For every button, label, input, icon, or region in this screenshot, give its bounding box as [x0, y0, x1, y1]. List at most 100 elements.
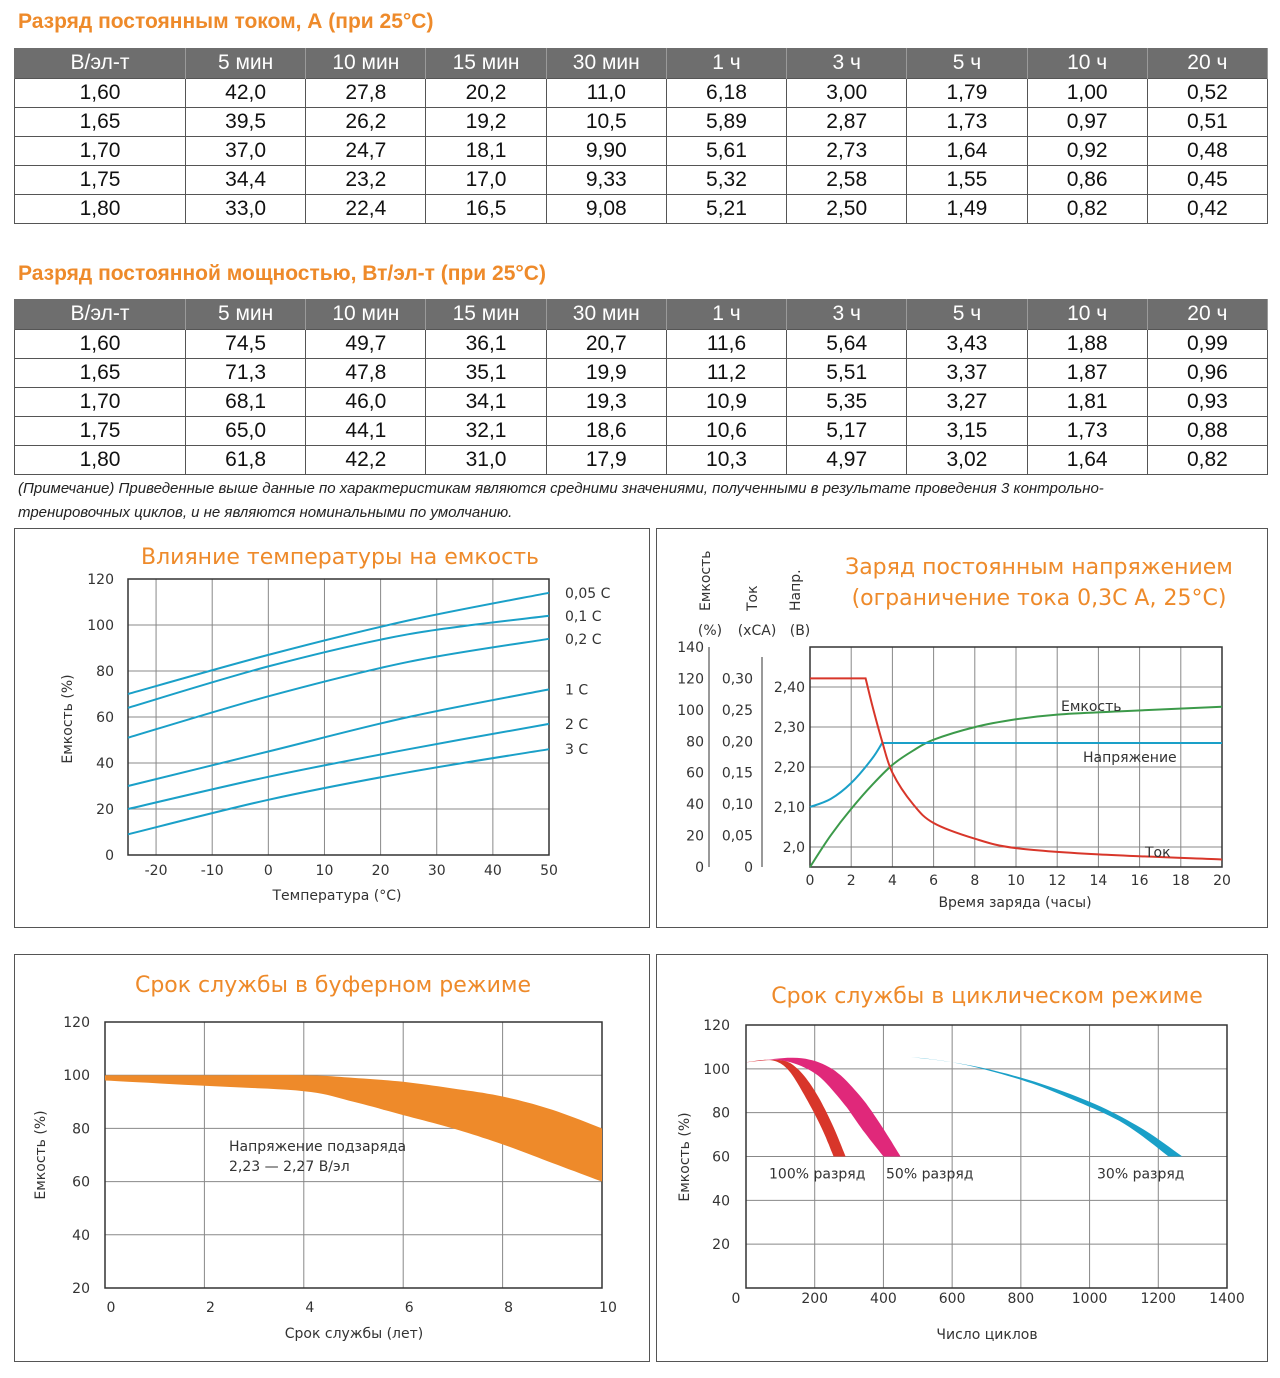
column-header: 5 мин — [184, 299, 307, 330]
axis-header-unit: (%) — [698, 623, 722, 639]
table-cell: 0,96 — [1146, 358, 1269, 388]
table-cell: 4,97 — [786, 445, 908, 475]
x-tick-label: 4 — [888, 873, 897, 889]
annotation-line-2: 2,23 — 2,27 В/эл — [229, 1159, 350, 1175]
voltage-tick-label: 2,0 — [783, 840, 805, 856]
table-row: 1,80 61,8 42,2 31,0 17,9 10,3 4,97 3,02 1,64 0,82 — [14, 445, 1269, 475]
legend-label: 0,1 C — [565, 609, 602, 625]
x-tick-label: -20 — [145, 863, 168, 879]
x-tick-label: 6 — [929, 873, 938, 889]
series-label: 50% разряд — [886, 1167, 973, 1183]
footnote-line-1: (Примечание) Приведенные выше данные по … — [18, 480, 1104, 497]
chart-title: Заряд постоянным напряжением — [845, 555, 1233, 580]
x-tick-label: 0 — [264, 863, 273, 879]
y-tick-label: 20 — [72, 1281, 90, 1297]
current-tick-label: 0,30 — [722, 671, 753, 687]
x-axis-label: Температура (°C) — [271, 888, 401, 904]
x-axis-label: Время заряда (часы) — [938, 895, 1091, 911]
table-cell: 34,1 — [425, 387, 547, 417]
axis-header-name: Емкость — [698, 550, 714, 611]
table-cell: 17,0 — [425, 165, 547, 195]
voltage-tick-label: 2,20 — [774, 760, 805, 776]
x-axis-label: Число циклов — [936, 1327, 1037, 1343]
footnote: (Примечание) Приведенные выше данные по … — [18, 477, 1218, 525]
table-cell: 19,2 — [425, 107, 547, 137]
x-tick-label: 4 — [305, 1300, 314, 1316]
legend-label: 3 C — [565, 742, 588, 758]
table-cell: 9,08 — [545, 194, 667, 224]
table-cell: 20,7 — [545, 329, 667, 359]
cycle-service-life-chart: Срок службы в циклическом режиме 0 200 400 6… — [677, 984, 1245, 1343]
life-band — [746, 1055, 1183, 1157]
x-tick-label: -10 — [201, 863, 224, 879]
column-header: 5 ч — [906, 48, 1028, 79]
temperature-chart-panel: Влияние температуры на емкость -20 -10 0 10 2… — [14, 528, 650, 928]
table-row: 1,65 39,5 26,2 19,2 10,5 5,89 2,87 1,73 0,97 0,51 — [14, 107, 1269, 137]
series-label: 100% разряд — [769, 1167, 865, 1183]
legend-label: 2 C — [565, 717, 588, 733]
current-tick-label: 0,20 — [722, 734, 753, 750]
table-cell: 33,0 — [184, 194, 307, 224]
y-tick-label: 60 — [72, 1175, 90, 1191]
y-tick-label: 100 — [87, 618, 114, 634]
x-tick-label: 18 — [1172, 873, 1190, 889]
table-cell: 20,2 — [425, 78, 547, 108]
y-tick-label: 60 — [712, 1150, 730, 1166]
table-row: 1,65 71,3 47,8 35,1 19,9 11,2 5,51 3,37 1,87 0,96 — [14, 358, 1269, 388]
table-cell: 0,42 — [1146, 194, 1269, 224]
table-cell: 2,87 — [786, 107, 908, 137]
y-tick-label: 60 — [96, 710, 114, 726]
x-axis-label: Срок службы (лет) — [285, 1326, 423, 1342]
table-cell: 1,73 — [1026, 416, 1148, 446]
x-tick-label: 200 — [801, 1291, 828, 1307]
x-tick-label: 1000 — [1072, 1291, 1108, 1307]
table-cell: 0,82 — [1146, 445, 1269, 475]
x-tick-label: 0 — [107, 1300, 116, 1316]
annotation-line-1: Напряжение подзаряда — [229, 1139, 406, 1155]
y-tick-label: 40 — [712, 1193, 730, 1209]
table-cell: 1,70 — [14, 387, 186, 417]
capacity-tick-label: 60 — [686, 766, 704, 782]
table-cell: 26,2 — [305, 107, 427, 137]
table-cell: 17,9 — [545, 445, 667, 475]
table-cell: 11,0 — [545, 78, 667, 108]
table-cell: 2,73 — [786, 136, 908, 166]
table-cell: 2,58 — [786, 165, 908, 195]
table-cell: 3,27 — [906, 387, 1028, 417]
capacity-tick-label: 100 — [677, 703, 704, 719]
current-tick-label: 0 — [744, 860, 753, 876]
series-line — [127, 614, 550, 709]
x-tick-label: 6 — [405, 1300, 414, 1316]
current-tick-label: 0,15 — [722, 766, 753, 782]
float-life-chart-panel: Срок службы в буферном режиме 0 2 4 6 8 10 20 40… — [14, 954, 650, 1362]
table-cell: 0,52 — [1146, 78, 1269, 108]
table-cell: 1,75 — [14, 416, 186, 446]
table-cell: 47,8 — [305, 358, 427, 388]
plot-frame — [809, 646, 1223, 868]
y-tick-label: 80 — [712, 1106, 730, 1122]
table-cell: 10,6 — [665, 416, 788, 446]
series-line — [127, 591, 550, 695]
table-cell: 3,37 — [906, 358, 1028, 388]
table-cell: 5,61 — [665, 136, 788, 166]
y-tick-label: 20 — [96, 802, 114, 818]
capacity-tick-label: 140 — [677, 640, 704, 656]
x-tick-label: 0 — [806, 873, 815, 889]
table-cell: 1,49 — [906, 194, 1028, 224]
x-tick-label: 40 — [484, 863, 502, 879]
chart-title: Срок службы в буферном режиме — [135, 973, 531, 998]
table-row: 1,75 34,4 23,2 17,0 9,33 5,32 2,58 1,55 0,86 0,45 — [14, 165, 1269, 195]
table-cell: 3,00 — [786, 78, 908, 108]
table-cell: 5,17 — [786, 416, 908, 446]
table-cell: 6,18 — [665, 78, 788, 108]
y-axis-label: Емкость (%) — [60, 674, 76, 763]
table-cell: 3,43 — [906, 329, 1028, 359]
x-tick-label: 2 — [206, 1300, 215, 1316]
axis-header-unit: (хСА) — [738, 623, 777, 639]
chart-subtitle: (ограничение тока 0,3С А, 25°С) — [852, 586, 1227, 611]
table-cell: 19,9 — [545, 358, 667, 388]
x-tick-label: 50 — [540, 863, 558, 879]
charge-chart-panel: Заряд постоянным напряжением (ограничение… — [656, 528, 1268, 928]
table-cell: 37,0 — [184, 136, 307, 166]
table-cell: 3,15 — [906, 416, 1028, 446]
